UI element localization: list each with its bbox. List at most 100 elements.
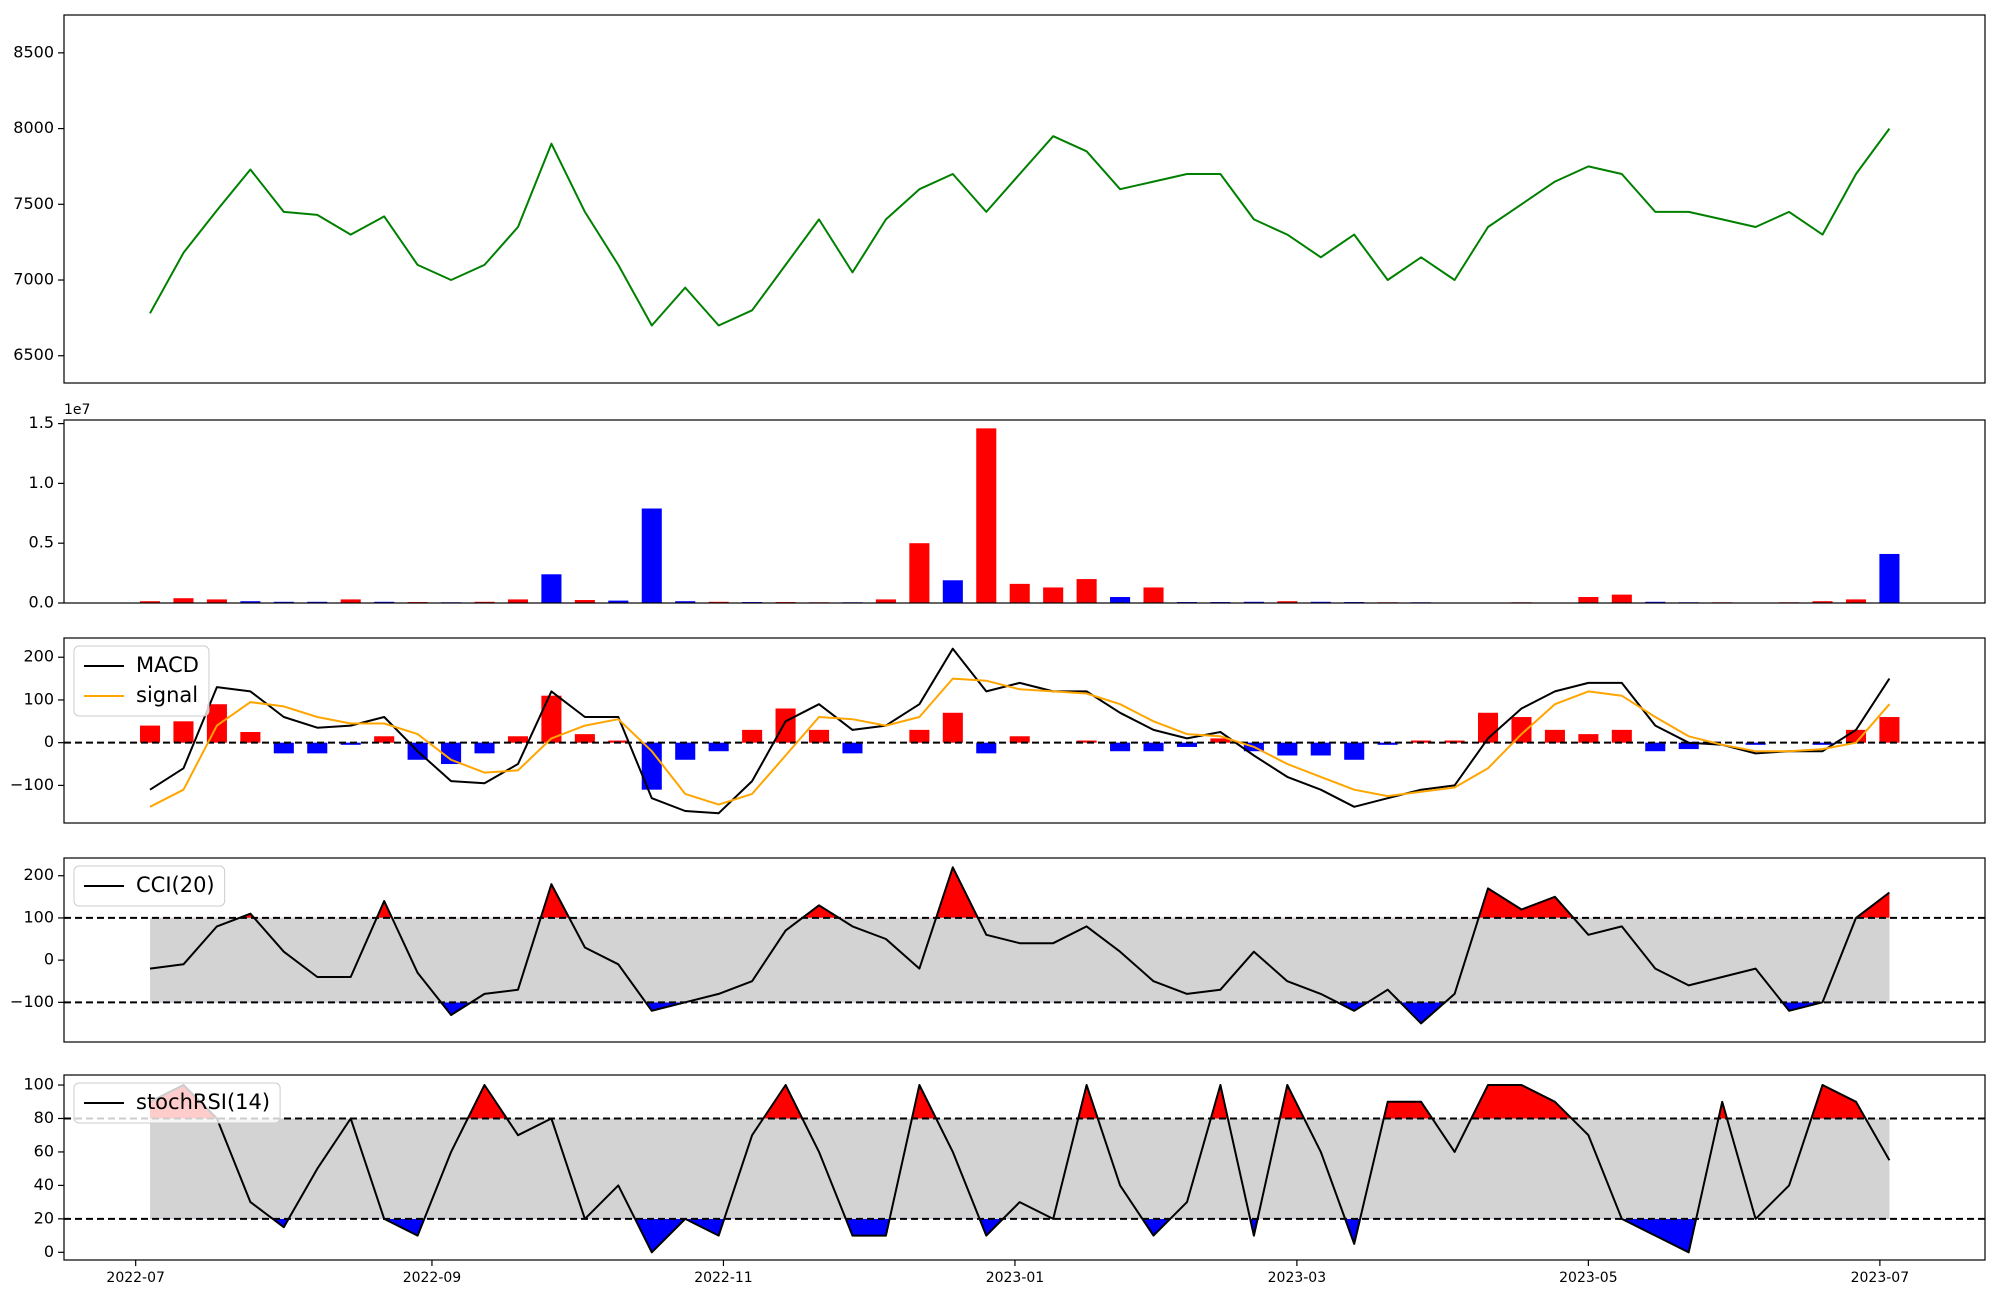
y-tick-label: 1.0 xyxy=(29,473,54,492)
histogram-bar xyxy=(1277,742,1298,756)
y-tick-label: −100 xyxy=(10,992,54,1011)
fill-above xyxy=(150,1085,1890,1119)
histogram-bar xyxy=(1511,717,1532,743)
series-line xyxy=(149,128,1891,327)
x-tick-label: 2022-09 xyxy=(403,1270,462,1286)
histogram-bar xyxy=(1444,740,1465,743)
axes-frame xyxy=(63,857,1986,1043)
plot-area xyxy=(64,647,1985,815)
y-tick-label: 7500 xyxy=(13,194,54,213)
histogram-bar xyxy=(1110,742,1131,752)
legend: stochRSI(14) xyxy=(73,1082,281,1124)
panel: −100 0 100 200 CCI(20) xyxy=(10,857,1986,1043)
series-line xyxy=(149,677,1891,808)
volume-bar xyxy=(507,599,529,603)
y-tick-label: 200 xyxy=(23,865,54,884)
volume-bar xyxy=(1845,599,1867,603)
volume-bar xyxy=(1611,594,1632,603)
histogram-bar xyxy=(139,725,161,743)
axes-frame xyxy=(63,1074,1986,1261)
volume-bar xyxy=(608,600,629,603)
volume-bar xyxy=(1143,587,1164,603)
volume-bar xyxy=(942,580,963,603)
plot-area xyxy=(149,128,1891,327)
x-tick-label: 2023-05 xyxy=(1559,1270,1618,1286)
volume-bar xyxy=(139,601,161,603)
histogram-bar xyxy=(1377,742,1398,745)
volume-bar xyxy=(976,428,997,603)
histogram-bar xyxy=(240,731,261,743)
histogram-bar xyxy=(909,729,930,743)
histogram-bar xyxy=(608,740,629,743)
y-tick-label: 100 xyxy=(23,689,54,708)
histogram-bar xyxy=(1210,738,1231,743)
histogram-bar xyxy=(708,742,729,752)
panel: 0 20 40 60 80 100 2022-07 2022-09 2022-11 2023-01… xyxy=(23,1074,1986,1286)
legend-box xyxy=(73,645,210,717)
y-tick-label: 1.5 xyxy=(29,413,54,432)
histogram-bar xyxy=(273,742,294,754)
axes-frame xyxy=(63,419,1986,604)
histogram-bar xyxy=(441,742,462,765)
axes-frame xyxy=(63,14,1986,384)
y-tick-label: 0 xyxy=(44,950,54,969)
legend: CCI(20) xyxy=(73,865,226,907)
histogram-bar xyxy=(507,736,529,743)
volume-bar xyxy=(1277,601,1298,603)
histogram-bar xyxy=(1879,717,1900,743)
histogram-bar xyxy=(1176,742,1198,747)
histogram-bar xyxy=(340,742,361,745)
panel: 6500 7000 7500 8000 8500 xyxy=(13,14,1986,384)
y-tick-label: 7000 xyxy=(13,270,54,289)
y-tick-label: 40 xyxy=(34,1175,54,1194)
y-tick-label: 100 xyxy=(23,1075,54,1094)
histogram-bar xyxy=(1076,740,1097,743)
volume-bar xyxy=(909,543,930,603)
y-tick-label: 8500 xyxy=(13,42,54,61)
histogram-bar xyxy=(842,742,863,754)
series-line xyxy=(149,647,1891,815)
histogram-bar xyxy=(541,695,562,743)
histogram-bar xyxy=(1611,729,1632,743)
histogram-bar xyxy=(641,742,662,790)
volume-bar xyxy=(675,601,696,603)
histogram-bar xyxy=(574,734,595,743)
histogram-bar xyxy=(374,736,395,743)
histogram-bar xyxy=(1009,736,1030,743)
y-tick-label: 0.0 xyxy=(29,593,54,612)
volume-bar xyxy=(574,600,595,603)
y-tick-label: −100 xyxy=(10,775,54,794)
histogram-bar xyxy=(1578,734,1599,743)
volume-bar xyxy=(1009,583,1030,603)
volume-bar xyxy=(641,508,662,603)
volume-bar xyxy=(1043,587,1064,603)
volume-bar xyxy=(240,601,261,603)
legend-box xyxy=(73,1082,281,1124)
volume-bar xyxy=(541,574,562,603)
histogram-bar xyxy=(1143,742,1164,752)
legend-label: stochRSI(14) xyxy=(136,1090,270,1114)
series-line xyxy=(149,1084,1891,1254)
histogram-bar xyxy=(1678,742,1699,750)
legend-box xyxy=(73,865,226,907)
histogram-bar xyxy=(173,721,194,743)
volume-bar xyxy=(875,599,896,603)
fill-below xyxy=(272,1218,1756,1253)
panel: 0.0 0.5 1.0 1.5 1e7 xyxy=(29,402,1986,612)
y-tick-label: 0.5 xyxy=(29,533,54,552)
histogram-bar xyxy=(1544,729,1565,743)
neutral-band xyxy=(150,1118,1890,1219)
histogram-bar xyxy=(1812,742,1833,745)
volume-bar xyxy=(206,599,227,603)
histogram-bar xyxy=(1411,740,1432,743)
y-tick-label: 100 xyxy=(23,907,54,926)
histogram-bar xyxy=(1745,742,1766,745)
panel: −100 0 100 200 MACD signal xyxy=(10,637,1986,824)
axes-frame xyxy=(63,637,1986,824)
x-tick-label: 2022-11 xyxy=(694,1270,753,1286)
legend: MACD signal xyxy=(73,645,210,717)
plot-area xyxy=(64,866,1985,1025)
histogram-bar xyxy=(1310,742,1331,756)
histogram-bar xyxy=(808,729,830,743)
histogram-bar xyxy=(775,708,796,743)
